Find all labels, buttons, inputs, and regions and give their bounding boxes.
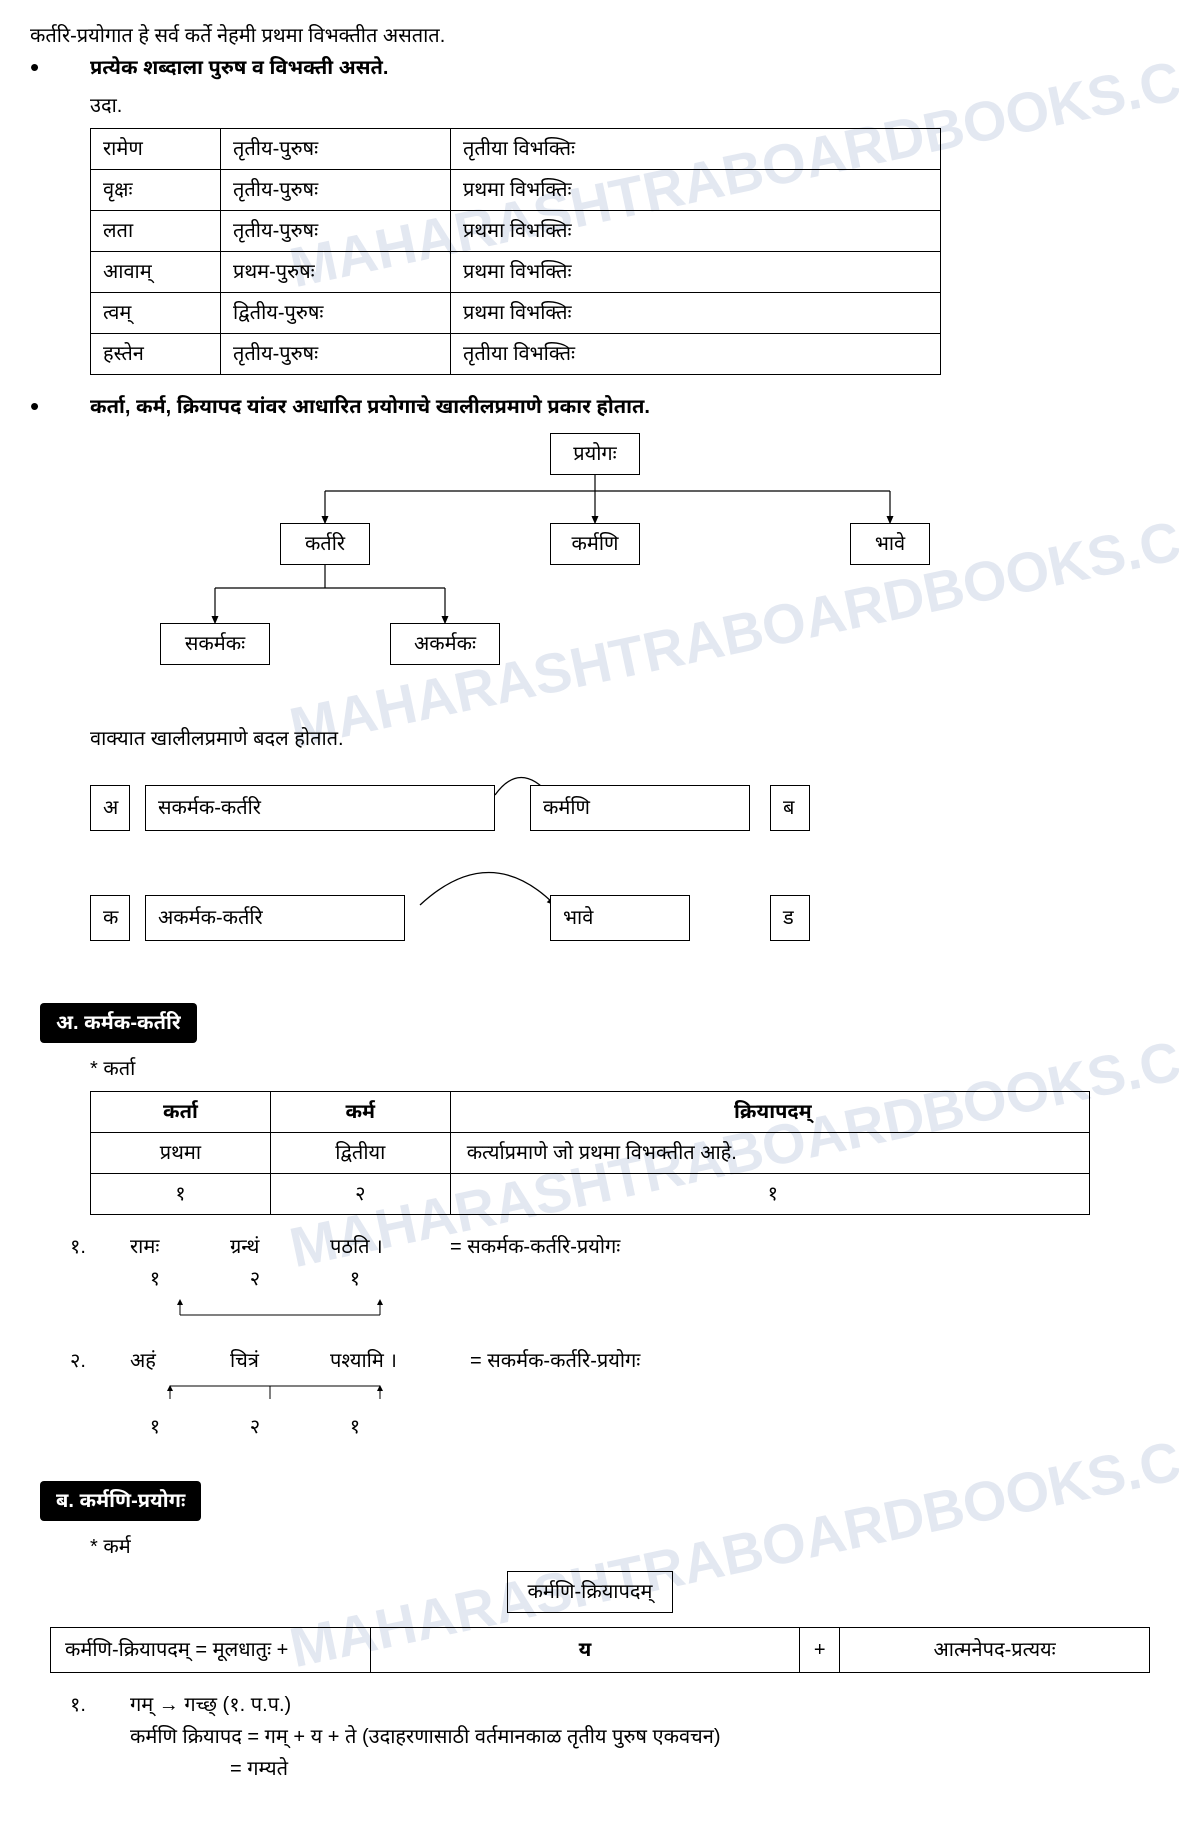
table-cell: तृतीय-पुरुषः: [221, 170, 451, 211]
flow-box: सकर्मक-कर्तरि: [145, 785, 495, 831]
arrow-diagram: [150, 1381, 1149, 1411]
example-b1: १. गम् → गच्छ् (१. प.प.) कर्मणि क्रियापद…: [70, 1689, 1149, 1785]
table-cell: त्वम्: [91, 293, 221, 334]
table-cell: प्रथमा विभक्तिः: [451, 293, 941, 334]
num-label: २: [220, 1411, 290, 1443]
table-cell: प्रथम-पुरुषः: [221, 252, 451, 293]
table-cell: प्रथमा विभक्तिः: [451, 170, 941, 211]
table-cell: तृतीय-पुरुषः: [221, 129, 451, 170]
num-label: १: [120, 1411, 190, 1443]
word: अहं: [130, 1345, 200, 1377]
table-cell: २: [270, 1174, 450, 1215]
word: चित्रं: [230, 1345, 300, 1377]
tree-node: प्रयोगः: [550, 433, 640, 475]
flow-box: ब: [770, 785, 810, 831]
karta-karma-table: कर्ता कर्म क्रियापदम् प्रथमा द्वितीया कर…: [90, 1091, 1090, 1215]
table-cell: कर्ता: [91, 1092, 271, 1133]
flow-box: कर्मणि: [530, 785, 750, 831]
tree-node: कर्तरि: [280, 523, 370, 565]
num-label: १: [120, 1263, 190, 1295]
num-label: १: [320, 1411, 390, 1443]
flow-intro: वाक्यात खालीलप्रमाणे बदल होतात.: [90, 723, 1149, 755]
tree-node: अकर्मकः: [390, 623, 500, 665]
table-cell: हस्तेन: [91, 334, 221, 375]
example-num: १.: [70, 1689, 100, 1721]
tree-node: भावे: [850, 523, 930, 565]
table-cell: रामेण: [91, 129, 221, 170]
table-cell: प्रथमा विभक्तिः: [451, 252, 941, 293]
flow-diagram: अ सकर्मक-कर्तरि कर्मणि ब क अकर्मक-कर्तरि भावे ड: [90, 755, 990, 985]
table-cell: +: [800, 1628, 840, 1673]
karmani-formula-table: कर्मणि-क्रियापदम् = मूलधातुः + य + आत्मन…: [50, 1627, 1150, 1673]
num-label: २: [220, 1263, 290, 1295]
table-cell: तृतीय-पुरुषः: [221, 211, 451, 252]
table-cell: कर्म: [270, 1092, 450, 1133]
table-cell: १: [91, 1174, 271, 1215]
flow-box: अकर्मक-कर्तरि: [145, 895, 405, 941]
table-cell: प्रथमा: [91, 1133, 271, 1174]
word: ग्रन्थं: [230, 1231, 300, 1263]
table-cell: १: [450, 1174, 1089, 1215]
table-cell: लता: [91, 211, 221, 252]
flow-box: क: [90, 895, 130, 941]
table-cell: द्वितीय-पुरुषः: [221, 293, 451, 334]
table-cell: तृतीय-पुरुषः: [221, 334, 451, 375]
section-b-star: * कर्म: [90, 1531, 1149, 1563]
table-cell: कर्मणि-क्रियापदम् = मूलधातुः +: [51, 1628, 371, 1673]
example-num: १.: [70, 1231, 100, 1263]
example-num: २.: [70, 1345, 100, 1377]
table-cell: प्रथमा विभक्तिः: [451, 211, 941, 252]
num-label: १: [320, 1263, 390, 1295]
purush-vibhakti-table: रामेणतृतीय-पुरुषःतृतीया विभक्तिःवृक्षःतृ…: [90, 128, 941, 375]
section-b-header: ब. कर्मणि-प्रयोगः: [40, 1481, 201, 1521]
tree-node: कर्मणि: [550, 523, 640, 565]
tree-node: सकर्मकः: [160, 623, 270, 665]
intro-line-1: कर्तरि-प्रयोगात हे सर्व कर्ते नेहमी प्रथ…: [30, 20, 1149, 52]
ex-line: कर्मणि क्रियापद = गम् + य + ते (उदाहरणास…: [130, 1721, 1149, 1753]
prayog-tree-diagram: प्रयोगः कर्तरि कर्मणि भावे सकर्मकः अकर्मकः: [90, 433, 990, 713]
word: पश्यामि ।: [330, 1345, 440, 1377]
equals: = सकर्मक-कर्तरि-प्रयोगः: [470, 1345, 640, 1377]
bullet-icon: •: [30, 52, 90, 84]
intro-line-2: प्रत्येक शब्दाला पुरुष व विभक्ती असते.: [90, 57, 388, 79]
ex-line: गम् → गच्छ् (१. प.प.): [130, 1689, 291, 1721]
section-a-header: अ. कर्मक-कर्तरि: [40, 1003, 197, 1043]
example-1: १. रामः ग्रन्थं पठति । = सकर्मक-कर्तरि-प…: [70, 1231, 1149, 1325]
table-cell: आत्मनेपद-प्रत्ययः: [840, 1628, 1150, 1673]
table-cell: य: [370, 1628, 800, 1673]
table-cell: वृक्षः: [91, 170, 221, 211]
table-cell: तृतीया विभक्तिः: [451, 129, 941, 170]
table-cell: आवाम्: [91, 252, 221, 293]
flow-box: ड: [770, 895, 810, 941]
arrow-diagram: [150, 1295, 1149, 1325]
table-cell: कर्त्याप्रमाणे जो प्रथमा विभक्तीत आहे.: [450, 1133, 1089, 1174]
example-2: २. अहं चित्रं पश्यामि । = सकर्मक-कर्तरि-…: [70, 1345, 1149, 1443]
ex-line: = गम्यते: [230, 1753, 1149, 1785]
table-cell: द्वितीया: [270, 1133, 450, 1174]
table-cell: क्रियापदम्: [450, 1092, 1089, 1133]
section-a-star: * कर्ता: [90, 1053, 1149, 1085]
word: रामः: [130, 1231, 200, 1263]
table-cell: तृतीया विभक्तिः: [451, 334, 941, 375]
flow-box: अ: [90, 785, 130, 831]
flow-box: भावे: [550, 895, 690, 941]
karmani-kriyapad-box: कर्मणि-क्रियापदम्: [507, 1571, 674, 1613]
equals: = सकर्मक-कर्तरि-प्रयोगः: [450, 1231, 620, 1263]
bullet-icon: •: [30, 391, 90, 423]
word: पठति ।: [330, 1231, 420, 1263]
uda-label: उदा.: [90, 90, 1149, 122]
tree-intro: कर्ता, कर्म, क्रियापद यांवर आधारित प्रयो…: [90, 396, 650, 418]
